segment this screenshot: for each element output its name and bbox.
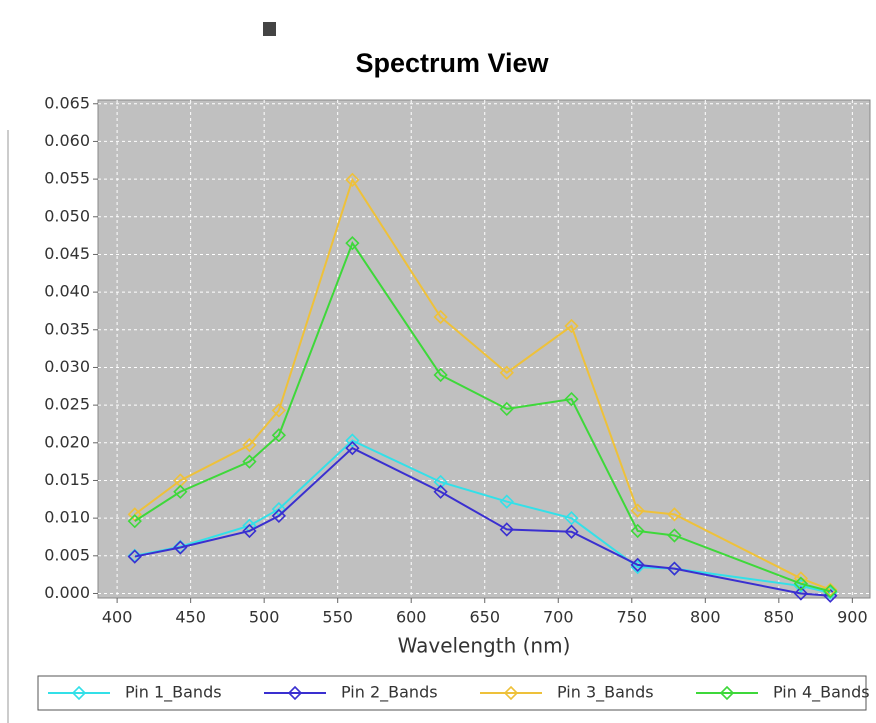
y-tick-label: 0.020 [44,432,90,451]
legend-label: Pin 3_Bands [557,683,654,703]
y-tick-label: 0.065 [44,93,90,112]
y-tick-label: 0.000 [44,583,90,602]
x-tick-label: 850 [764,608,795,627]
x-tick-label: 400 [102,608,133,627]
chart: Spectrum View Wavelength (nm) 0.000 0.005… [0,0,876,723]
x-tick-label: 500 [249,608,280,627]
x-tick-label: 550 [322,608,353,627]
x-axis-label: Wavelength (nm) [398,634,571,658]
y-tick-label: 0.025 [44,395,90,414]
y-tick-label: 0.010 [44,508,90,527]
x-tick-label: 800 [690,608,721,627]
y-tick-label: 0.030 [44,357,90,376]
chart-title: Spectrum View [355,48,549,78]
y-tick-label: 0.060 [44,131,90,150]
x-tick-label: 650 [469,608,500,627]
icon [263,22,276,36]
x-tick-label: 450 [175,608,206,627]
y-tick-label: 0.055 [44,169,90,188]
y-tick-label: 0.035 [44,319,90,338]
legend-label: Pin 1_Bands [125,683,222,703]
legend-label: Pin 4_Bands [773,683,870,703]
x-tick-label: 900 [837,608,868,627]
plot-area [98,100,870,598]
y-tick-label: 0.045 [44,244,90,263]
legend-label: Pin 2_Bands [341,683,438,703]
y-tick-label: 0.040 [44,282,90,301]
y-tick-label: 0.015 [44,470,90,489]
x-tick-label: 600 [396,608,427,627]
y-tick-label: 0.050 [44,206,90,225]
y-tick-label: 0.005 [44,545,90,564]
x-tick-label: 700 [543,608,574,627]
page: Spectrum View Wavelength (nm) 0.000 0.005… [0,0,876,723]
x-tick-label: 750 [617,608,648,627]
